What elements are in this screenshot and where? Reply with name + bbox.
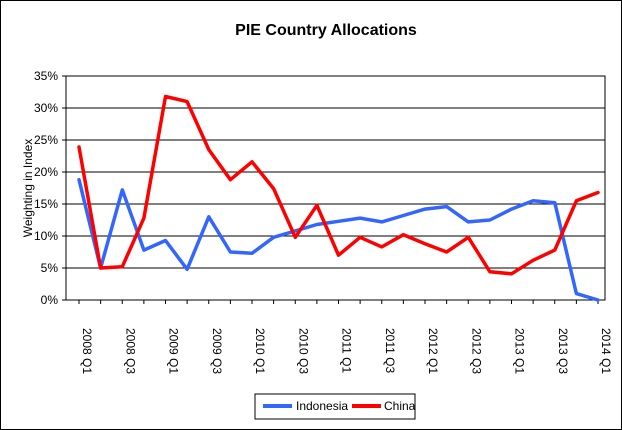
data-point-china — [251, 161, 253, 163]
data-point-indonesia — [121, 189, 123, 191]
data-point-indonesia — [381, 221, 383, 223]
data-point-china — [78, 146, 80, 148]
data-point-indonesia — [337, 220, 340, 222]
y-tick-label: 5% — [41, 261, 59, 275]
data-point-indonesia — [554, 202, 556, 204]
data-point-indonesia — [532, 200, 534, 202]
x-tick-label: 2012 Q1 — [426, 328, 440, 374]
data-point-indonesia — [251, 252, 253, 254]
x-tick-label: 2011 Q1 — [340, 328, 354, 373]
data-point-indonesia — [229, 251, 231, 253]
data-point-china — [186, 101, 188, 103]
y-tick-label: 35% — [34, 69, 58, 83]
data-point-china — [273, 188, 275, 190]
data-point-indonesia — [78, 179, 80, 181]
data-point-indonesia — [208, 216, 210, 218]
y-tick-label: 0% — [41, 293, 59, 307]
data-point-indonesia — [446, 205, 448, 208]
data-point-indonesia — [510, 208, 513, 210]
data-point-china — [489, 271, 491, 273]
data-point-china — [467, 236, 469, 238]
x-tick-label: 2013 Q3 — [556, 328, 570, 374]
data-point-indonesia — [575, 293, 577, 295]
x-axis-ticks: 2008 Q1 2008 Q3 2009 Q1 2009 Q3 2010 Q1 2010 … — [78, 300, 613, 374]
y-tick-label: 20% — [34, 165, 58, 179]
x-tick-label: 2014 Q1 — [599, 328, 613, 374]
x-tick-label: 2009 Q3 — [210, 328, 224, 374]
data-point-china — [359, 236, 361, 238]
y-tick-label: 30% — [34, 101, 58, 115]
data-point-china — [143, 217, 145, 219]
data-point-china — [100, 267, 102, 269]
x-tick-label: 2008 Q1 — [80, 328, 94, 374]
data-point-indonesia — [489, 219, 491, 221]
legend-label-china: China — [384, 399, 416, 413]
data-point-china — [381, 246, 383, 248]
x-tick-label: 2011 Q3 — [383, 328, 397, 373]
y-axis-label: Weighting in Index — [21, 139, 35, 238]
data-point-china — [208, 149, 210, 151]
data-point-china — [316, 204, 318, 206]
y-tick-label: 25% — [34, 133, 58, 147]
data-point-china — [402, 234, 404, 236]
y-axis-ticks: 0% 5% 10% 15% 20% 25% 30% 35% — [34, 69, 66, 307]
legend: Indonesia China — [254, 393, 416, 420]
grid-layer — [66, 107, 605, 269]
x-tick-label: 2008 Q3 — [123, 328, 137, 374]
data-point-indonesia — [186, 268, 188, 270]
data-point-china — [229, 179, 231, 181]
chart-title: PIE Country Allocations — [235, 22, 417, 39]
plot-area — [65, 75, 606, 301]
data-point-china — [121, 266, 123, 268]
data-point-china — [532, 259, 534, 261]
x-tick-label: 2013 Q1 — [513, 328, 527, 374]
data-point-indonesia — [467, 221, 469, 223]
data-point-indonesia — [316, 223, 318, 226]
data-point-indonesia — [164, 239, 167, 242]
data-point-china — [575, 200, 577, 202]
data-point-china — [164, 95, 167, 98]
data-point-indonesia — [273, 236, 275, 238]
data-point-indonesia — [143, 249, 145, 251]
data-point-indonesia — [359, 217, 361, 219]
data-point-china — [597, 191, 599, 194]
data-point-china — [554, 249, 556, 251]
data-point-indonesia — [402, 214, 404, 217]
x-tick-label: 2010 Q1 — [253, 328, 267, 374]
y-tick-label: 10% — [34, 229, 58, 243]
x-tick-label: 2010 Q3 — [296, 328, 310, 374]
data-point-indonesia — [597, 299, 599, 301]
y-tick-label: 15% — [34, 197, 58, 211]
data-point-china — [294, 236, 296, 238]
legend-label-indonesia: Indonesia — [296, 399, 348, 413]
data-point-china — [446, 251, 448, 253]
data-point-china — [337, 254, 340, 256]
data-point-china — [424, 243, 426, 245]
series-layer — [77, 94, 600, 302]
data-point-china — [510, 273, 513, 275]
data-point-indonesia — [424, 208, 426, 210]
x-tick-label: 2012 Q3 — [469, 328, 483, 374]
x-tick-label: 2009 Q1 — [167, 328, 181, 374]
data-point-indonesia — [294, 230, 296, 232]
